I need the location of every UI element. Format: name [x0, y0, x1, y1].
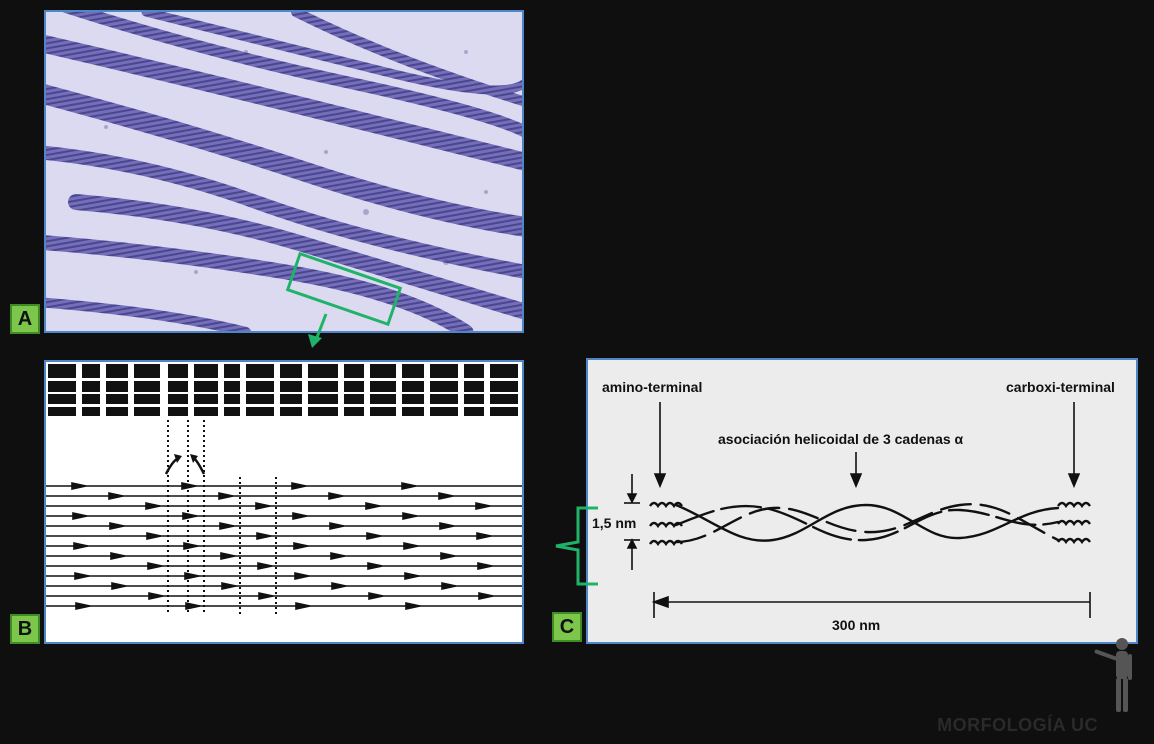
molecule-arrowhead [71, 482, 87, 490]
diameter-label: 1,5 nm [592, 515, 636, 531]
molecule-arrowhead [295, 602, 311, 610]
panel-a-micrograph [44, 10, 524, 333]
panel-b-banding-schematic [44, 360, 524, 644]
molecule-arrowhead [329, 522, 345, 530]
molecule-arrowhead [73, 542, 89, 550]
collagen-fibrils-micrograph [46, 12, 522, 331]
molecule-arrowhead [294, 572, 310, 580]
molecule-arrowhead [72, 512, 88, 520]
molecule-arrowhead [404, 572, 420, 580]
molecule-arrowhead [219, 522, 235, 530]
molecule-arrowhead [74, 572, 90, 580]
molecule-arrowhead [182, 512, 198, 520]
molecule-arrowhead [110, 552, 126, 560]
molecule-arrowhead [220, 552, 236, 560]
length-label: 300 nm [832, 617, 880, 633]
molecule-arrowhead [291, 482, 307, 490]
molecule-arrowhead [402, 512, 418, 520]
molecule-arrowhead [146, 532, 162, 540]
molecule-arrowhead [367, 562, 383, 570]
molecule-alignment-diagram [46, 362, 522, 614]
molecule-arrowhead [368, 592, 384, 600]
molecule-arrowhead [255, 502, 271, 510]
molecule-arrowhead [366, 532, 382, 540]
molecule-arrowhead [145, 502, 161, 510]
molecule-arrowhead [440, 552, 456, 560]
molecule-arrowhead [148, 592, 164, 600]
molecule-arrowhead [293, 542, 309, 550]
molecule-arrowhead [218, 492, 234, 500]
bracket-icon [555, 506, 598, 586]
molecule-arrowhead [147, 562, 163, 570]
label-a: A [10, 304, 40, 334]
molecule-arrowhead [257, 562, 273, 570]
human-figure-logo-icon [1094, 638, 1132, 712]
molecule-arrowhead [75, 602, 91, 610]
molecule-arrowhead [184, 572, 200, 580]
label-c: C [552, 612, 582, 642]
molecule-arrowhead [477, 562, 493, 570]
molecule-arrowhead [256, 532, 272, 540]
molecule-arrowhead [475, 502, 491, 510]
molecule-arrowhead [328, 492, 344, 500]
molecule-arrowhead [185, 602, 201, 610]
molecule-arrowhead [405, 602, 421, 610]
selection-box [285, 251, 403, 327]
molecule-arrowhead [183, 542, 199, 550]
molecule-arrowhead [441, 582, 457, 590]
molecule-arrowhead [331, 582, 347, 590]
molecule-arrowhead [292, 512, 308, 520]
panel-c-triple-helix: amino-terminal carboxi-terminal asociaci… [586, 358, 1138, 644]
molecule-arrowhead [330, 552, 346, 560]
molecule-arrowhead [181, 482, 197, 490]
molecule-arrowhead [221, 582, 237, 590]
molecule-arrowhead [403, 542, 419, 550]
molecule-arrowhead [111, 582, 127, 590]
molecule-arrowhead [478, 592, 494, 600]
molecule-arrowhead [258, 592, 274, 600]
triple-helix-diagram: amino-terminal carboxi-terminal asociaci… [592, 379, 1115, 633]
molecule-arrowhead [438, 492, 454, 500]
carboxi-terminal-label: carboxi-terminal [1006, 379, 1115, 395]
molecule-arrowhead [109, 522, 125, 530]
molecule-arrowhead [365, 502, 381, 510]
molecule-arrowhead [401, 482, 417, 490]
amino-terminal-label: amino-terminal [602, 379, 702, 395]
helix-association-label: asociación helicoidal de 3 cadenas α [718, 431, 964, 447]
logo-text: MORFOLOGÍA UC [937, 715, 1098, 735]
molecule-arrowhead [108, 492, 124, 500]
label-b: B [10, 614, 40, 644]
molecule-arrowhead [439, 522, 455, 530]
molecule-arrowhead [476, 532, 492, 540]
zoom-arrow-icon [308, 313, 328, 348]
